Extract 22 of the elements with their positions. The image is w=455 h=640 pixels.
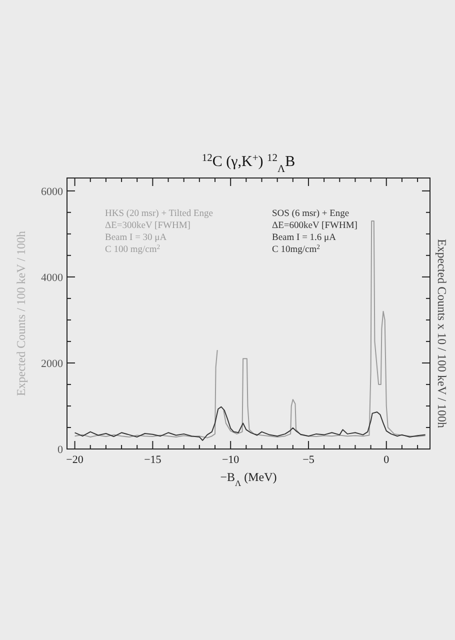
- text: SOS (6 msr) + Enge: [272, 209, 350, 219]
- x-tick-label: 0: [384, 454, 390, 466]
- annotation: Beam I = 1.6 μA: [272, 233, 336, 243]
- y-tick-label: 6000: [41, 186, 64, 198]
- x-tick-label: −5: [302, 454, 315, 466]
- annotation: Beam I = 30 μA: [105, 233, 167, 243]
- annotation: ΔE=300keV [FWHM]: [105, 221, 190, 231]
- x-tick-label: −20: [66, 454, 84, 466]
- y-tick-label: 2000: [41, 358, 64, 370]
- annotation: ΔE=600keV [FWHM]: [272, 221, 358, 231]
- chart-title: $^{12}$C (γ,K$^{+}$) $^{12}$$_{Λ}$B: [202, 152, 296, 174]
- line-series: [74, 406, 426, 441]
- x-tick-label: −15: [144, 454, 162, 466]
- y-tick-label: 0: [58, 444, 64, 456]
- annotation: C 10mg/cm$^{2}$: [272, 244, 320, 255]
- x-tick-label: −10: [222, 454, 240, 466]
- annotation: C 100 mg/cm$^{2}$: [105, 244, 160, 255]
- x-axis-title: −B$_{Λ}$ (MeV): [220, 470, 277, 488]
- y2-axis-title: Expected Counts x 10 / 100 keV / 100h: [435, 238, 449, 428]
- y-axis-title: Expected Counts / 100 keV / 100h: [14, 230, 28, 396]
- text: HKS (20 msr) + Tilted Enge: [105, 209, 214, 219]
- y-tick-label: 4000: [41, 272, 64, 284]
